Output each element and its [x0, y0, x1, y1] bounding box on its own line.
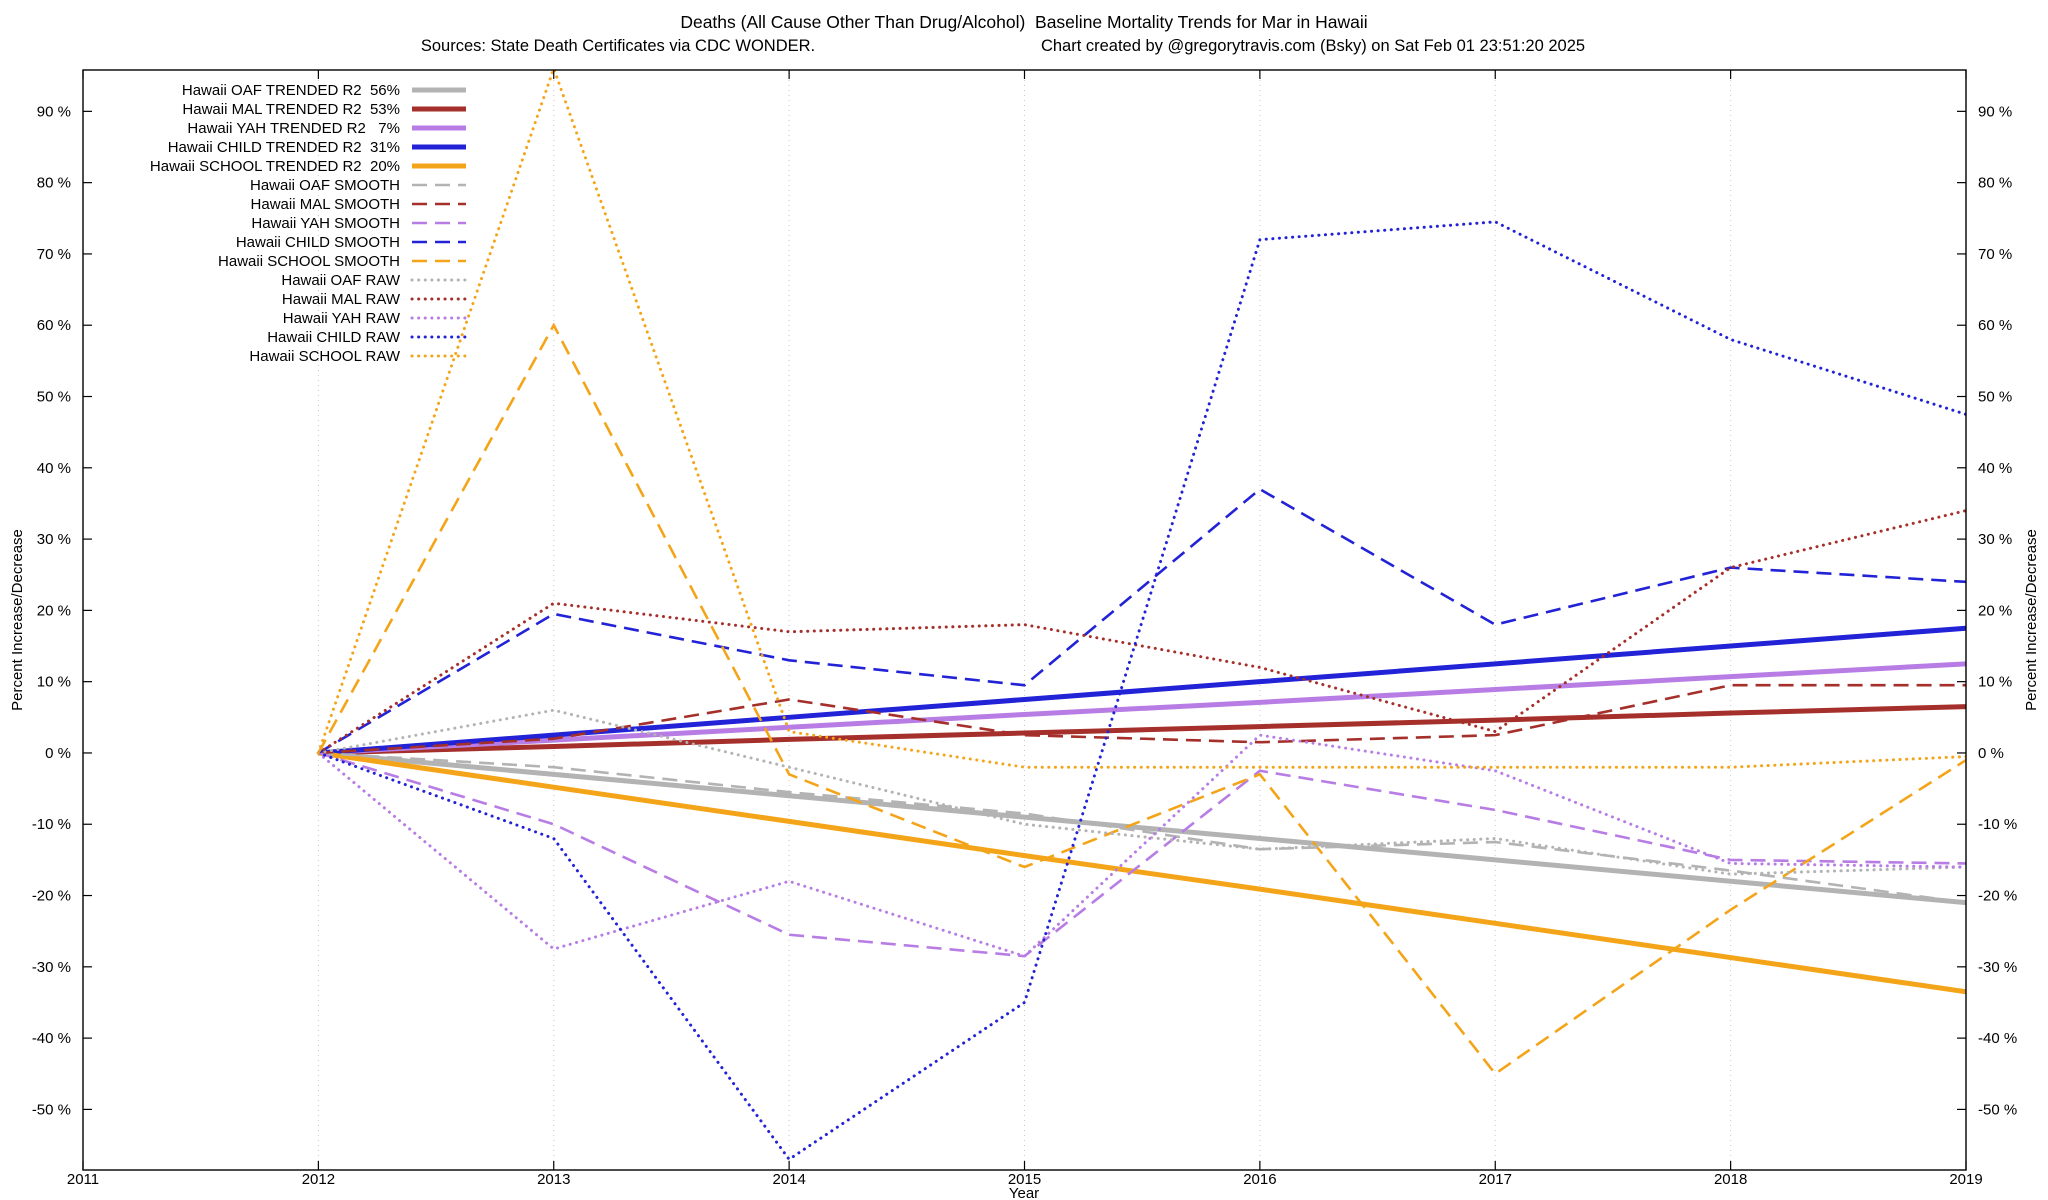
y-tick-label-right: 30 %	[1978, 531, 2012, 548]
y-tick-label-left: 80 %	[37, 175, 71, 192]
series-line-child-raw	[316, 220, 1966, 1162]
y-tick-label-left: 40 %	[37, 460, 71, 477]
series-line-yah-smooth	[317, 751, 1966, 958]
y-tick-label-left: 30 %	[37, 531, 71, 548]
y-tick-label-right: 10 %	[1978, 674, 2012, 691]
y-axis-label-right: Percent Increase/Decrease	[2023, 529, 2040, 711]
y-axis-label-left: Percent Increase/Decrease	[9, 529, 26, 711]
x-tick-label: 2013	[537, 1171, 570, 1188]
y-tick-label-right: -20 %	[1978, 888, 2017, 905]
y-tick-label-right: -50 %	[1978, 1101, 2017, 1118]
legend-label-child-raw: Hawaii CHILD RAW	[267, 329, 401, 346]
series-line-mal-trended	[318, 704, 1966, 756]
legend-label-yah-raw: Hawaii YAH RAW	[283, 310, 401, 327]
x-tick-label: 2015	[1008, 1171, 1041, 1188]
y-tick-label-right: 70 %	[1978, 246, 2012, 263]
series-layer	[316, 70, 1966, 1162]
legend-label-oaf-smooth: Hawaii OAF SMOOTH	[250, 177, 400, 194]
legend-label-mal-trended: Hawaii MAL TRENDED R2 53%	[182, 101, 400, 118]
series-line-school-raw	[316, 70, 1966, 769]
chart-credit-note: Chart created by @gregorytravis.com (Bsk…	[1041, 37, 1585, 55]
x-tick-label: 2011	[67, 1171, 99, 1188]
series-line-school-trended	[318, 750, 1966, 995]
y-tick-label-right: -40 %	[1978, 1030, 2017, 1047]
y-tick-label-left: 50 %	[37, 389, 71, 406]
y-tick-label-right: -30 %	[1978, 959, 2017, 976]
legend-label-yah-smooth: Hawaii YAH SMOOTH	[251, 215, 400, 232]
legend-label-oaf-raw: Hawaii OAF RAW	[281, 272, 400, 289]
series-line-child-smooth	[317, 487, 1966, 755]
y-tick-label-left: 60 %	[37, 317, 71, 334]
y-tick-label-right: 90 %	[1978, 103, 2012, 120]
legend-label-school-raw: Hawaii SCHOOL RAW	[249, 348, 400, 365]
y-tick-label-left: -40 %	[32, 1030, 71, 1047]
legend-label-school-trended: Hawaii SCHOOL TRENDED R2 20%	[150, 158, 400, 175]
y-tick-label-right: 40 %	[1978, 460, 2012, 477]
y-tick-label-right: 50 %	[1978, 389, 2012, 406]
y-tick-label-left: 0 %	[45, 745, 71, 762]
legend-label-child-trended: Hawaii CHILD TRENDED R2 31%	[168, 139, 400, 156]
legend-label-mal-raw: Hawaii MAL RAW	[282, 291, 401, 308]
y-tick-label-right: -10 %	[1978, 816, 2017, 833]
series-line-yah-raw	[316, 733, 1966, 958]
series-line-oaf-trended	[318, 750, 1966, 906]
legend-label-child-smooth: Hawaii CHILD SMOOTH	[236, 234, 400, 251]
legend-label-oaf-trended: Hawaii OAF TRENDED R2 56%	[182, 82, 400, 99]
y-tick-label-right: 0 %	[1978, 745, 2004, 762]
legend-label-mal-smooth: Hawaii MAL SMOOTH	[251, 196, 400, 213]
x-tick-label: 2014	[772, 1171, 805, 1188]
y-tick-label-left: -30 %	[32, 959, 71, 976]
legend-label-school-smooth: Hawaii SCHOOL SMOOTH	[218, 253, 400, 270]
y-tick-label-right: 80 %	[1978, 175, 2012, 192]
y-tick-label-right: 60 %	[1978, 317, 2012, 334]
y-tick-label-right: 20 %	[1978, 602, 2012, 619]
series-line-yah-trended	[318, 661, 1966, 756]
x-tick-label: 2019	[1949, 1171, 1982, 1188]
y-tick-label-left: 70 %	[37, 246, 71, 263]
y-tick-label-left: -20 %	[32, 888, 71, 905]
series-line-mal-smooth	[318, 683, 1966, 755]
chart-source-note: Sources: State Death Certificates via CD…	[421, 37, 815, 55]
series-line-mal-raw	[316, 509, 1966, 755]
y-tick-label-left: -10 %	[32, 816, 71, 833]
x-tick-label: 2012	[302, 1171, 335, 1188]
x-axis-label: Year	[1009, 1185, 1039, 1200]
x-tick-label: 2017	[1479, 1171, 1512, 1188]
x-tick-label: 2018	[1714, 1171, 1747, 1188]
series-line-child-trended	[318, 625, 1966, 756]
legend-label-yah-trended: Hawaii YAH TRENDED R2 7%	[187, 120, 400, 137]
plot-area: -50 % -50 % -40 % -40 % -30 % -30 % -20 % -20 %…	[32, 69, 2017, 1188]
chart-title: Deaths (All Cause Other Than Drug/Alcoho…	[680, 12, 1367, 32]
y-tick-label-left: 10 %	[37, 674, 71, 691]
x-tick-label: 2016	[1243, 1171, 1276, 1188]
y-tick-label-left: 20 %	[37, 602, 71, 619]
y-tick-label-left: 90 %	[37, 103, 71, 120]
series-line-school-smooth	[317, 322, 1966, 1076]
y-tick-label-left: -50 %	[32, 1101, 71, 1118]
